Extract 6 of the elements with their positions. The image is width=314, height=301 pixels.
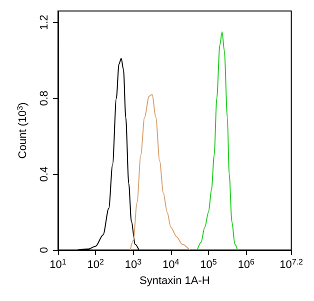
y-tick-label: 1.2 — [38, 14, 50, 30]
y-tick-label: 0 — [38, 246, 50, 254]
y-tick-label: 0.4 — [38, 166, 50, 182]
y-tick-label: 0.8 — [38, 90, 50, 106]
y-axis-title: Count (103) — [16, 102, 29, 159]
x-axis-title: Syntaxin 1A-H — [140, 274, 210, 287]
